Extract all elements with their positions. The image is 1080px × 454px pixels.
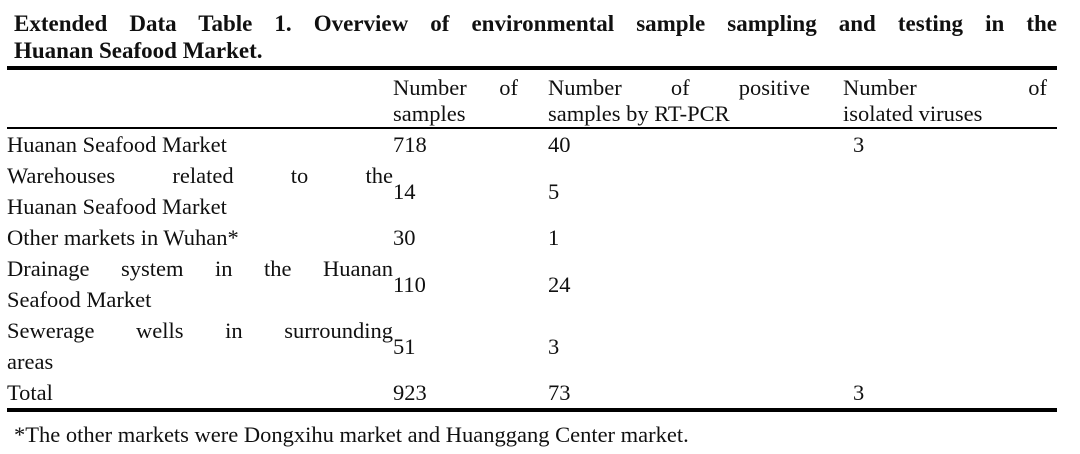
positive-value: 5	[548, 178, 560, 204]
table-row: Huanan Seafood Market 718 40 3	[7, 128, 1057, 160]
row-label: Total	[7, 380, 53, 405]
isolated-value	[843, 315, 1057, 377]
isolated-value	[843, 222, 1057, 253]
samples-value: 30	[393, 225, 416, 250]
positive-value: 1	[548, 225, 560, 250]
samples-value: 51	[393, 333, 416, 359]
table-title-line-2: Huanan Seafood Market.	[14, 38, 263, 63]
samples-value: 14	[393, 178, 416, 204]
samples-value: 923	[393, 380, 427, 405]
row-label: Sewerage wells in surrounding areas	[7, 318, 393, 374]
header-row: Number of samples Number of positive sam…	[7, 68, 1057, 129]
table-title: Extended Data Table 1. Overview of envir…	[14, 10, 1057, 64]
footnote: *The other markets were Dongxihu market …	[14, 422, 689, 447]
positive-value: 3	[548, 333, 560, 359]
positive-value: 40	[548, 132, 571, 157]
row-label: Drainage system in the Huanan Seafood Ma…	[7, 256, 393, 312]
column-header-positive: Number of positive samples by RT-PCR	[548, 68, 843, 129]
table-title-line-1: Extended Data Table 1. Overview of envir…	[14, 11, 1057, 36]
column-header-location	[7, 68, 393, 129]
samples-value: 718	[393, 132, 427, 157]
isolated-value: 3	[853, 380, 865, 405]
table-row: Sewerage wells in surrounding areas 51 3	[7, 315, 1057, 377]
table-row: Warehouses related to the Huanan Seafood…	[7, 160, 1057, 222]
positive-value: 24	[548, 271, 571, 297]
samples-value: 110	[393, 271, 426, 297]
table-row: Other markets in Wuhan* 30 1	[7, 222, 1057, 253]
isolated-value	[843, 160, 1057, 222]
data-table: Number of samples Number of positive sam…	[7, 66, 1057, 412]
row-label: Warehouses related to the Huanan Seafood…	[7, 163, 393, 219]
table-row: Drainage system in the Huanan Seafood Ma…	[7, 253, 1057, 315]
column-header-isolated: Number of isolated viruses	[843, 68, 1057, 129]
isolated-value	[843, 253, 1057, 315]
table-row-total: Total 923 73 3	[7, 377, 1057, 410]
column-header-samples: Number of samples	[393, 68, 548, 129]
row-label: Other markets in Wuhan*	[7, 225, 239, 250]
isolated-value: 3	[853, 132, 865, 157]
positive-value: 73	[548, 380, 571, 405]
row-label: Huanan Seafood Market	[7, 132, 227, 157]
